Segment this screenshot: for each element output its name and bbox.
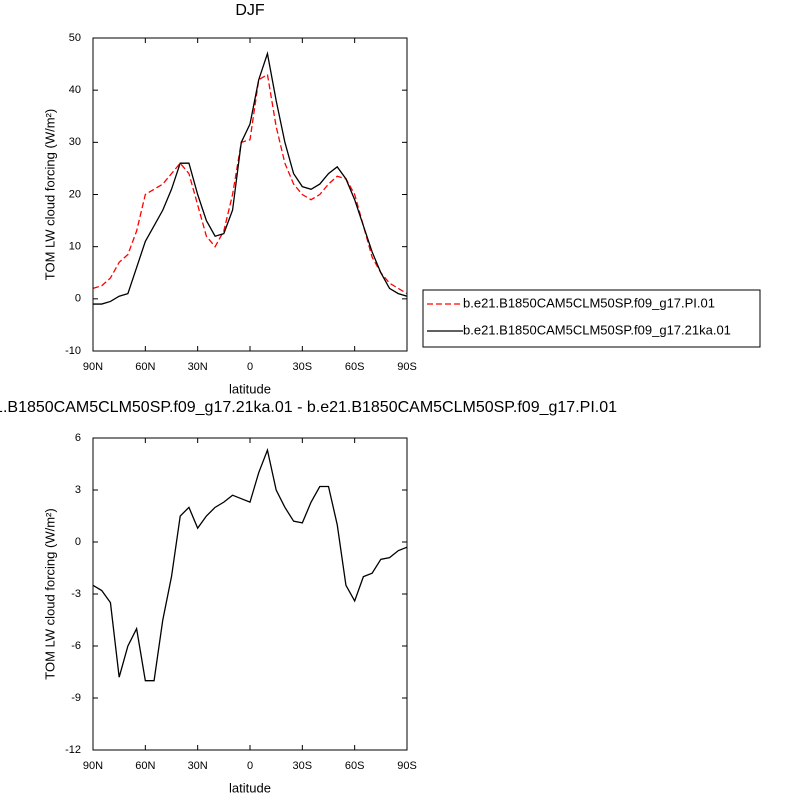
chart-title: DJF	[235, 2, 265, 19]
data-line	[92, 447, 408, 682]
x-tick-label: 60N	[135, 361, 155, 373]
legend-label: b.e21.B1850CAM5CLM50SP.f09_g17.PI.01	[463, 295, 715, 310]
x-tick-label: 30N	[188, 760, 208, 772]
y-tick-label: 10	[69, 241, 81, 253]
y-axis-label: TOM LW cloud forcing (W/m²)	[42, 109, 57, 280]
y-tick-label: 20	[69, 188, 81, 200]
y-tick-label: 40	[69, 84, 81, 96]
y-axis-label: TOM LW cloud forcing (W/m²)	[42, 508, 57, 679]
x-axis-label: latitude	[229, 780, 271, 795]
x-tick-label: 30S	[293, 760, 313, 772]
y-tick-label: -9	[71, 692, 81, 704]
plot-frame	[92, 437, 408, 751]
data-line	[93, 51, 408, 305]
x-tick-label: 60S	[345, 760, 365, 772]
x-tick-label: 60N	[135, 760, 155, 772]
chart-title: b.e21.B1850CAM5CLM50SP.f09_g17.21ka.01 -…	[0, 399, 617, 416]
x-tick-label: 0	[247, 760, 253, 772]
y-tick-label: 30	[69, 136, 81, 148]
x-tick-label: 90N	[83, 760, 103, 772]
x-axis-label: latitude	[229, 381, 271, 396]
y-tick-label: 3	[75, 484, 81, 496]
y-tick-label: -6	[71, 640, 81, 652]
data-line	[92, 73, 408, 295]
x-tick-label: 90S	[397, 361, 417, 373]
y-tick-label: 6	[75, 432, 81, 444]
x-tick-label: 0	[247, 361, 253, 373]
legend-box	[422, 289, 761, 348]
x-tick-label: 90N	[83, 361, 103, 373]
y-tick-label: 0	[75, 293, 81, 305]
y-tick-label: -3	[71, 588, 81, 600]
y-tick-label: 0	[75, 536, 81, 548]
x-tick-label: 30S	[293, 361, 313, 373]
y-tick-label: 50	[69, 32, 81, 44]
x-tick-label: 60S	[345, 361, 365, 373]
y-tick-label: -10	[65, 345, 81, 357]
plot-frame	[92, 37, 408, 352]
legend-label: b.e21.B1850CAM5CLM50SP.f09_g17.21ka.01	[463, 322, 731, 337]
y-tick-label: -12	[65, 744, 81, 756]
x-tick-label: 90S	[397, 760, 417, 772]
x-tick-label: 30N	[188, 361, 208, 373]
